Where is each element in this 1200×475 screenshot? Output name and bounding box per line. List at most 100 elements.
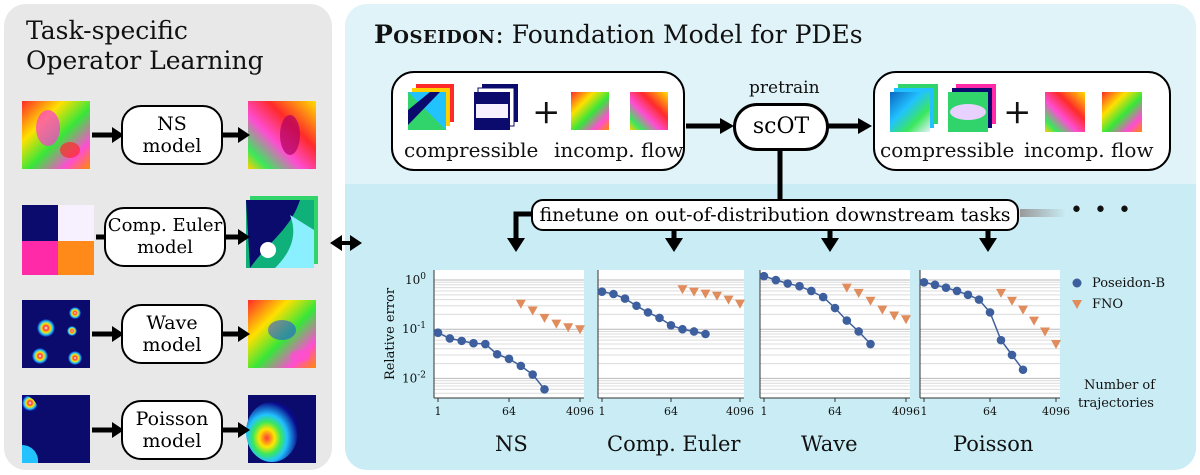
- poseidon-point: [866, 339, 875, 349]
- poseidon-point: [632, 301, 641, 311]
- compressible-stack-left-2: [474, 84, 518, 130]
- fno-point: [723, 295, 734, 305]
- legend-poseidon-label: Poseidon-B: [1092, 276, 1166, 291]
- legend-fno-label: FNO: [1092, 297, 1124, 312]
- poisson-model-line1: Poisson: [135, 408, 209, 430]
- right-title-rest: : Foundation Model for PDEs: [495, 20, 863, 49]
- ns-model-line2: model: [142, 135, 202, 157]
- poseidon-point: [689, 327, 699, 336]
- poseidon-point: [678, 324, 687, 334]
- right-box-plus: +: [1003, 92, 1032, 132]
- fno-point: [996, 288, 1006, 298]
- chart-title-poisson: Poisson: [953, 432, 1034, 456]
- pretrain-label: pretrain: [749, 78, 820, 98]
- right-box-compressible: compressible: [880, 138, 1015, 162]
- compressible-stack-right: [890, 84, 938, 132]
- poseidon-point: [783, 279, 792, 288]
- chart-x-tick-label: 1: [435, 405, 442, 418]
- poseidon-point: [445, 334, 455, 343]
- euler-model-line2: model: [137, 237, 193, 258]
- ellipsis: • • •: [1070, 198, 1133, 223]
- chart-x-tick-label: 4096: [1042, 405, 1070, 418]
- finetune-node: finetune on out-of-distribution downstre…: [531, 199, 1019, 231]
- fno-point: [563, 323, 574, 333]
- fno-point: [539, 313, 550, 323]
- fno-point: [1007, 296, 1017, 306]
- fno-point: [865, 296, 876, 306]
- wave-model-line2: model: [142, 334, 202, 356]
- x-note-line1: Number of: [1084, 378, 1156, 393]
- poseidon-point: [996, 335, 1006, 345]
- chart-x-tick-label: 1: [599, 405, 606, 418]
- poseidon-point: [1018, 365, 1028, 375]
- poseidon-trend-line: [437, 332, 546, 390]
- fno-point: [1018, 305, 1028, 315]
- poseidon-trend-line: [763, 275, 872, 345]
- poseidon-point: [963, 290, 973, 300]
- poseidon-point: [643, 308, 653, 317]
- chart-x-tick-label: 64: [664, 405, 678, 418]
- poseidon-point: [666, 321, 676, 330]
- pretrain-data-box-left: [391, 71, 685, 171]
- poseidon-point: [919, 277, 929, 287]
- ns-model-line1: NS: [157, 113, 187, 135]
- legend-fno-marker: [1072, 300, 1082, 309]
- poseidon-point: [759, 271, 769, 281]
- poseidon-point: [516, 361, 526, 371]
- poisson-model-line2: model: [142, 430, 202, 452]
- fno-point: [689, 287, 699, 297]
- wave-model-node: Wave model: [121, 304, 223, 364]
- poseidon-point: [457, 336, 466, 346]
- left-box-plus: +: [532, 92, 561, 132]
- poseidon-point: [1007, 350, 1017, 360]
- finetune-label: finetune on out-of-distribution downstre…: [539, 204, 1011, 226]
- poseidon-point: [952, 286, 962, 296]
- poseidon-point: [597, 287, 607, 296]
- fno-point: [853, 288, 864, 298]
- poseidon-point: [655, 313, 664, 323]
- poseidon-point: [620, 294, 630, 303]
- poseidon-point: [795, 281, 804, 291]
- chart-title-ns: NS: [495, 432, 528, 456]
- poseidon-point: [609, 289, 618, 299]
- poseidon-trend-line: [923, 281, 1024, 371]
- fno-point: [901, 315, 911, 325]
- right-title: Poseidon: Foundation Model for PDEs: [374, 20, 863, 49]
- incomp-thumb-left-1: [571, 92, 609, 130]
- chart-x-tick-label: 64: [983, 405, 997, 418]
- chart-x-tick-label: 64: [502, 405, 516, 418]
- poseidon-point: [771, 275, 781, 285]
- fno-point: [677, 285, 688, 295]
- scot-label: scOT: [752, 114, 810, 139]
- euler-output-thumb: [246, 196, 318, 268]
- scot-node: scOT: [733, 103, 829, 151]
- euler-model-line1: Comp. Euler: [107, 215, 223, 236]
- fno-point: [735, 299, 745, 309]
- compressible-stack-left: [408, 84, 454, 130]
- poseidon-point: [974, 295, 984, 304]
- poseidon-trend-line: [601, 290, 706, 335]
- incomp-thumb-left-2: [630, 92, 668, 130]
- poseidon-point: [481, 339, 490, 349]
- chart-y-tick-label: 100: [405, 272, 426, 287]
- fno-point: [551, 319, 562, 329]
- poisson-model-node: Poisson model: [121, 400, 223, 460]
- chart-y-tick-label: 10-2: [402, 370, 426, 385]
- left-box-incomp: incomp. flow: [554, 138, 684, 162]
- incomp-thumb-right-2: [1102, 92, 1142, 132]
- poseidon-name: Poseidon: [374, 20, 496, 49]
- left-box-compressible: compressible: [404, 138, 539, 162]
- poseidon-point: [985, 308, 995, 317]
- legend-poseidon-marker: [1072, 278, 1082, 288]
- wave-model-line1: Wave: [146, 312, 198, 334]
- fno-point: [1029, 316, 1039, 326]
- euler-model-node: Comp. Euler model: [104, 207, 226, 267]
- fno-point: [889, 311, 900, 321]
- chart-x-tick-label: 1: [921, 405, 928, 418]
- left-title-line2: Operator Learning: [26, 46, 264, 75]
- right-box-incomp: incomp. flow: [1024, 138, 1154, 162]
- poseidon-point: [433, 328, 443, 338]
- poseidon-point: [854, 327, 863, 336]
